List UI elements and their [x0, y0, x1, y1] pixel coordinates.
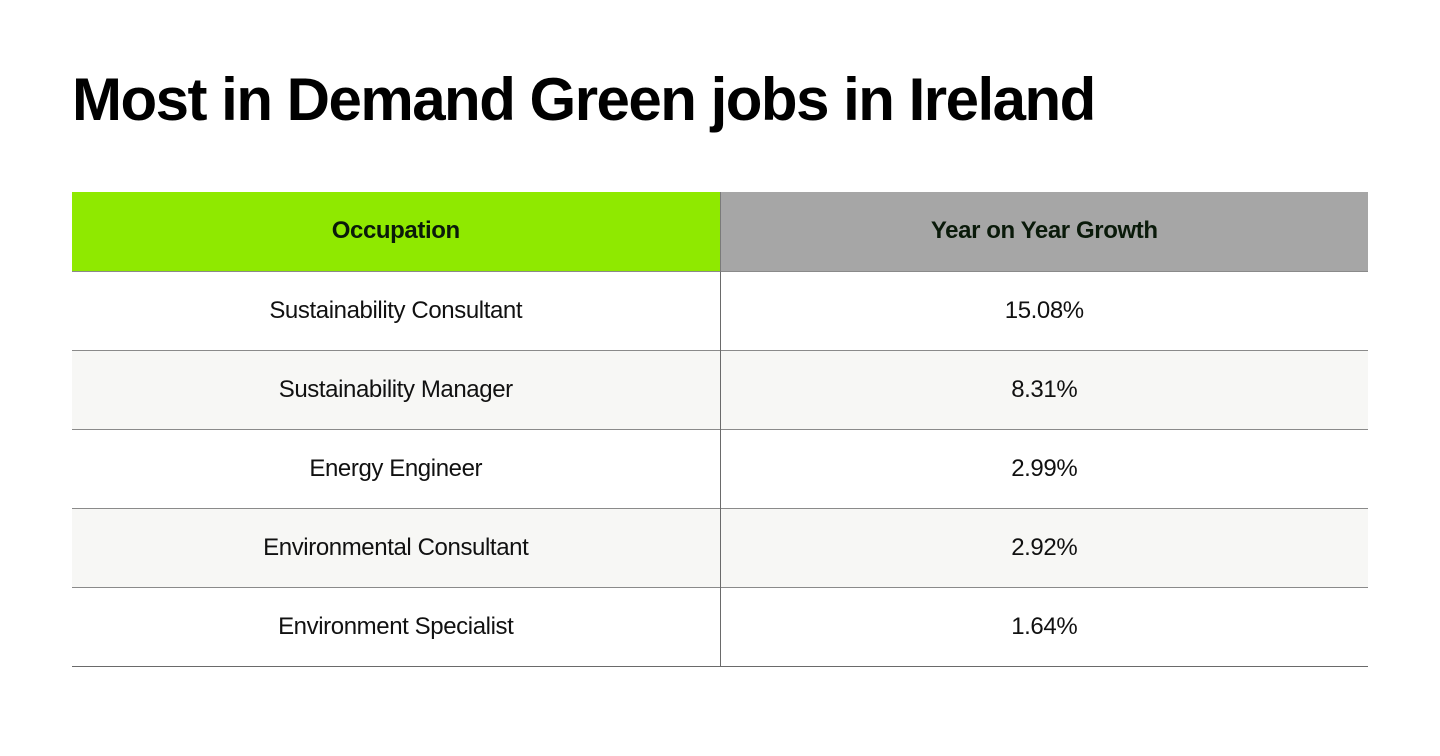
- cell-growth: 15.08%: [720, 270, 1368, 350]
- table-row: Energy Engineer 2.99%: [72, 428, 1368, 508]
- cell-occupation: Environment Specialist: [72, 586, 721, 667]
- cell-occupation: Sustainability Manager: [72, 349, 721, 429]
- header-occupation: Occupation: [72, 192, 721, 271]
- cell-occupation: Sustainability Consultant: [72, 270, 721, 350]
- table-row: Environment Specialist 1.64%: [72, 586, 1368, 667]
- table-row: Environmental Consultant 2.92%: [72, 507, 1368, 587]
- table-row: Sustainability Consultant 15.08%: [72, 270, 1368, 350]
- cell-occupation: Environmental Consultant: [72, 507, 721, 587]
- table-row: Sustainability Manager 8.31%: [72, 349, 1368, 429]
- cell-growth: 2.92%: [720, 507, 1368, 587]
- cell-occupation: Energy Engineer: [72, 428, 721, 508]
- green-jobs-table: Occupation Year on Year Growth Sustainab…: [72, 192, 1368, 667]
- cell-growth: 2.99%: [720, 428, 1368, 508]
- cell-growth: 1.64%: [720, 586, 1368, 667]
- table-header-row: Occupation Year on Year Growth: [72, 192, 1368, 271]
- cell-growth: 8.31%: [720, 349, 1368, 429]
- chart-title: Most in Demand Green jobs in Ireland: [72, 66, 1096, 133]
- header-year-on-year-growth: Year on Year Growth: [720, 192, 1368, 271]
